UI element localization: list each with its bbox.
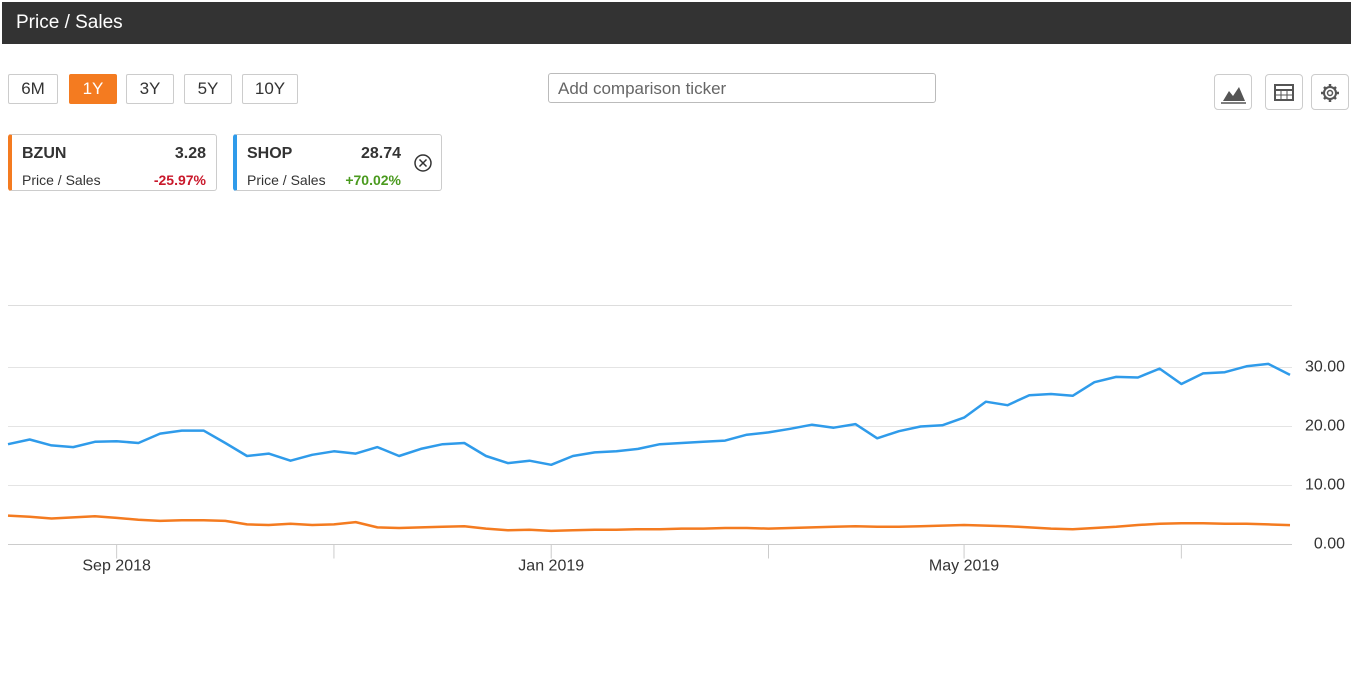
range-button[interactable]: 6M [8, 74, 58, 104]
ticker-value: 3.28 [174, 145, 206, 162]
ticker-name: SHOP [247, 145, 293, 162]
header-title: Price / Sales [2, 2, 1351, 44]
ticker-value: 28.74 [360, 145, 401, 162]
x-tick-label: Sep 2018 [82, 558, 151, 575]
table-button[interactable] [1265, 74, 1303, 110]
x-tick-label: Jan 2019 [518, 558, 584, 575]
chart-type-button[interactable] [1214, 74, 1252, 110]
y-tick-label: 0.00 [1314, 536, 1345, 553]
page: Price / Sales 6M 1Y 3Y 5Y 10Y Add comparison… [2, 2, 1351, 575]
legend-card[interactable]: BZUN 3.28 Price / Sales -25.97% [8, 134, 217, 191]
y-tick-label: 20.00 [1305, 418, 1345, 435]
x-tick-label: May 2019 [929, 558, 999, 575]
comparison-input[interactable]: Add comparison ticker [548, 73, 936, 103]
y-tick-label: 10.00 [1305, 477, 1345, 494]
ticker-change: -25.97% [153, 172, 206, 188]
range-button[interactable]: 3Y [126, 74, 174, 104]
range-button[interactable]: 10Y [242, 74, 298, 104]
range-button[interactable]: 1Y [69, 74, 117, 104]
range-button[interactable]: 5Y [184, 74, 232, 104]
settings-button[interactable] [1311, 74, 1349, 110]
y-tick-label: 30.00 [1305, 359, 1345, 376]
chart: 0.00 10.00 20.00 30.00 Sep 2018 Jan 2019 May 2… [7, 305, 1345, 575]
series-line [7, 514, 1291, 533]
ticker-name: BZUN [22, 145, 67, 162]
metric-label: Price / Sales [247, 172, 326, 188]
ticker-change: +70.02% [345, 172, 401, 188]
metric-label: Price / Sales [22, 172, 101, 188]
series-line [7, 362, 1291, 467]
legend-card[interactable]: SHOP 28.74 Price / Sales +70.02% [233, 134, 442, 191]
remove-button[interactable] [413, 153, 433, 173]
